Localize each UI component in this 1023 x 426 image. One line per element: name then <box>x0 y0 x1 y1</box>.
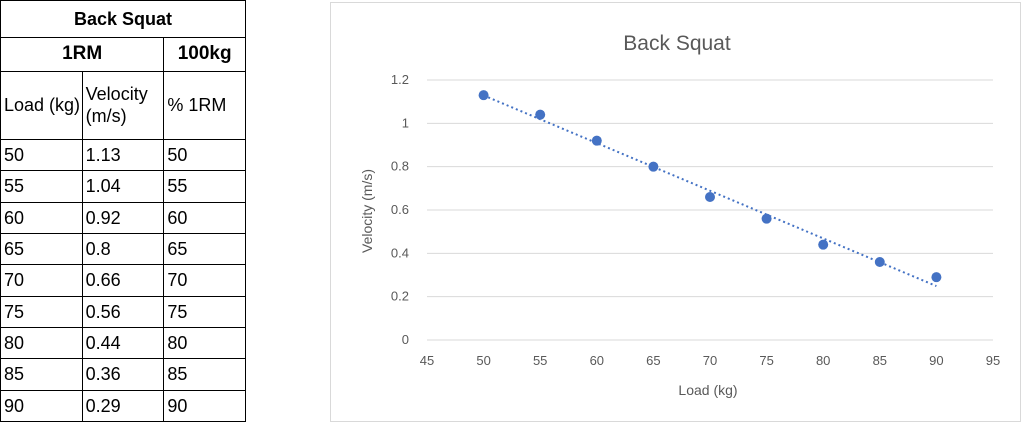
x-tick-label: 65 <box>646 353 660 368</box>
table-row: 65 0.8 65 <box>0 232 246 266</box>
y-tick-label: 0.8 <box>391 159 409 174</box>
load-cell: 85 <box>0 358 83 391</box>
percent-1rm-cell: 90 <box>163 389 246 423</box>
y-tick-label: 1 <box>402 115 409 130</box>
table-row: 60 0.92 60 <box>0 201 246 234</box>
table-row: 70 0.66 70 <box>0 264 246 297</box>
header-velocity: Velocity (m/s) <box>81 71 165 140</box>
percent-1rm-cell: 70 <box>163 264 246 297</box>
velocity-cell: 0.44 <box>81 326 165 360</box>
x-axis-label: Load (kg) <box>678 382 737 398</box>
chart-area: Back Squat 0 0.2 0.4 0.6 0.8 1 1.2 45 50 55 60 65 7… <box>330 2 1021 422</box>
load-cell: 75 <box>0 295 83 328</box>
load-cell: 60 <box>0 201 83 234</box>
data-point <box>478 90 489 101</box>
table-row: 80 0.44 80 <box>0 326 246 360</box>
table-title: Back Squat <box>0 0 246 38</box>
data-point <box>648 161 659 172</box>
velocity-cell: 0.56 <box>81 295 165 328</box>
velocity-cell: 1.13 <box>81 138 165 172</box>
x-tick-label: 55 <box>533 353 547 368</box>
table-row: 55 1.04 55 <box>0 170 246 203</box>
load-cell: 90 <box>0 389 83 423</box>
table-header-row: Load (kg) Velocity (m/s) % 1RM <box>0 71 246 140</box>
velocity-cell: 0.92 <box>81 201 165 234</box>
header-load: Load (kg) <box>0 71 83 140</box>
y-tick-label: 0.2 <box>391 289 409 304</box>
y-axis-label: Velocity (m/s) <box>359 169 375 253</box>
data-point <box>818 239 829 250</box>
table-row: 50 1.13 50 <box>0 138 246 172</box>
linear-trendline <box>483 94 937 287</box>
data-point <box>761 213 772 224</box>
load-cell: 70 <box>0 264 83 297</box>
data-point <box>535 109 546 120</box>
x-tick-label: 85 <box>873 353 887 368</box>
table-row: 90 0.29 90 <box>0 389 246 423</box>
velocity-cell: 1.04 <box>81 170 165 203</box>
table-row: 85 0.36 85 <box>0 358 246 391</box>
y-axis-ticks: 0 0.2 0.4 0.6 0.8 1 1.2 <box>391 72 409 347</box>
x-tick-label: 95 <box>986 353 1000 368</box>
chart-title: Back Squat <box>623 32 731 55</box>
percent-1rm-cell: 60 <box>163 201 246 234</box>
x-tick-label: 45 <box>420 353 434 368</box>
percent-1rm-cell: 85 <box>163 358 246 391</box>
data-points <box>478 90 942 283</box>
gridlines <box>427 79 993 341</box>
x-tick-label: 50 <box>476 353 490 368</box>
load-cell: 80 <box>0 326 83 360</box>
table-1rm-row: 1RM 100kg <box>0 36 246 73</box>
y-tick-label: 0 <box>402 332 409 347</box>
table-row: 75 0.56 75 <box>0 295 246 328</box>
y-tick-label: 0.4 <box>391 245 409 260</box>
rm-label: 1RM <box>0 36 165 73</box>
data-point <box>705 192 715 202</box>
percent-1rm-cell: 50 <box>163 138 246 172</box>
x-tick-label: 75 <box>759 353 773 368</box>
load-cell: 65 <box>0 232 83 266</box>
data-point <box>591 135 602 146</box>
x-tick-label: 70 <box>703 353 717 368</box>
x-tick-label: 80 <box>816 353 830 368</box>
back-squat-table: Back Squat 1RM 100kg Load (kg) Velocity … <box>0 0 246 423</box>
percent-1rm-cell: 80 <box>163 326 246 360</box>
x-tick-label: 60 <box>590 353 604 368</box>
data-point <box>931 272 942 283</box>
x-tick-label: 90 <box>929 353 943 368</box>
velocity-cell: 0.36 <box>81 358 165 391</box>
y-tick-label: 1.2 <box>391 72 409 87</box>
velocity-cell: 0.66 <box>81 264 165 297</box>
table-title-row: Back Squat <box>0 0 246 38</box>
scatter-chart: Back Squat 0 0.2 0.4 0.6 0.8 1 1.2 45 50 55 60 65 7… <box>359 32 1000 398</box>
rm-value: 100kg <box>163 36 246 73</box>
velocity-cell: 0.8 <box>81 232 165 266</box>
x-axis-ticks: 45 50 55 60 65 70 75 80 85 90 95 <box>420 353 1000 368</box>
load-cell: 50 <box>0 138 83 172</box>
data-point <box>874 257 885 267</box>
load-cell: 55 <box>0 170 83 203</box>
velocity-cell: 0.29 <box>81 389 165 423</box>
trendline <box>483 94 937 287</box>
table-body: 50 1.13 50 55 1.04 55 60 0.92 60 65 0.8 65 70 0.66 70 7… <box>0 138 246 423</box>
percent-1rm-cell: 55 <box>163 170 246 203</box>
header-percent-1rm: % 1RM <box>163 71 246 140</box>
y-tick-label: 0.6 <box>391 202 409 217</box>
percent-1rm-cell: 65 <box>163 232 246 266</box>
percent-1rm-cell: 75 <box>163 295 246 328</box>
